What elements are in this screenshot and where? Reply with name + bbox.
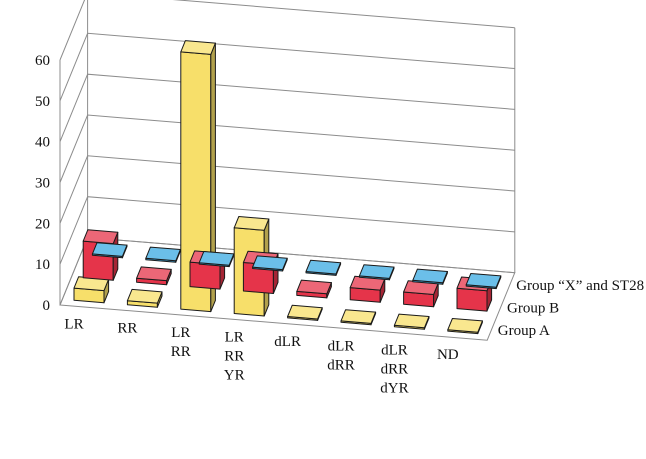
bar [91, 242, 128, 259]
bar-top-face [358, 264, 395, 279]
series-label: Group “X” and ST28 [516, 278, 644, 294]
bar-top-face [198, 251, 235, 266]
bar-front-face [456, 287, 488, 312]
bar-top-face [340, 309, 377, 324]
bar [287, 304, 323, 321]
y-tick-label: 40 [35, 135, 50, 151]
bar-top-face [393, 313, 430, 329]
series-axis-labels: Group A Group B Group “X” and ST28 [498, 278, 644, 339]
bar-top-face [233, 216, 270, 231]
bar-top-face [82, 229, 119, 245]
bar [73, 276, 110, 304]
bar-top-face [412, 268, 448, 284]
bar [412, 268, 448, 285]
gridline-60 [59, 0, 515, 61]
bar-top-face [136, 266, 172, 282]
bar-top-face [287, 304, 323, 320]
bar [198, 251, 235, 268]
bar [349, 275, 386, 303]
y-tick-label: 20 [35, 216, 50, 232]
y-axis-ticks: 0 10 20 30 40 50 60 [35, 53, 50, 314]
y-tick-label: 60 [35, 53, 50, 69]
bar [252, 255, 288, 272]
bar-top-face [305, 259, 342, 275]
bar [340, 309, 377, 326]
bar-top-face [465, 273, 502, 288]
bar [358, 264, 395, 281]
bar [393, 313, 430, 330]
y-tick-label: 30 [35, 176, 50, 192]
bar-top-face [145, 246, 181, 262]
bars-layer [73, 40, 502, 335]
series-label: Group A [498, 323, 550, 339]
x-tick-label: LR [64, 316, 83, 332]
y-tick-label: 50 [35, 94, 50, 110]
bar [305, 259, 342, 276]
x-tick-label: LR RR YR [224, 330, 245, 384]
x-tick-label: dLR dRR dYR [380, 343, 408, 397]
series-label: Group B [507, 300, 559, 316]
bar [296, 279, 332, 299]
bar [447, 318, 483, 335]
bar-top-face [180, 40, 216, 55]
x-tick-label: dLR dRR [327, 338, 355, 373]
x-tick-label: dLR [274, 334, 301, 350]
frame-layer [59, 0, 516, 341]
x-tick-label: RR [117, 321, 137, 337]
bar [403, 280, 439, 308]
bar-top-face [126, 288, 163, 304]
bar-top-face [91, 242, 128, 257]
bar-top-face [296, 279, 332, 295]
x-tick-label: LR RR [171, 325, 191, 360]
bar-front-face [189, 261, 221, 290]
bar [465, 273, 502, 290]
x-tick-label: ND [437, 347, 459, 363]
bar [126, 288, 163, 308]
bar [145, 246, 181, 263]
bar-top-face [447, 318, 483, 333]
bar [180, 40, 216, 313]
y-tick-label: 0 [43, 298, 51, 314]
bar-top-face [252, 255, 288, 271]
y-tick-label: 10 [35, 257, 50, 273]
bar [136, 266, 172, 286]
